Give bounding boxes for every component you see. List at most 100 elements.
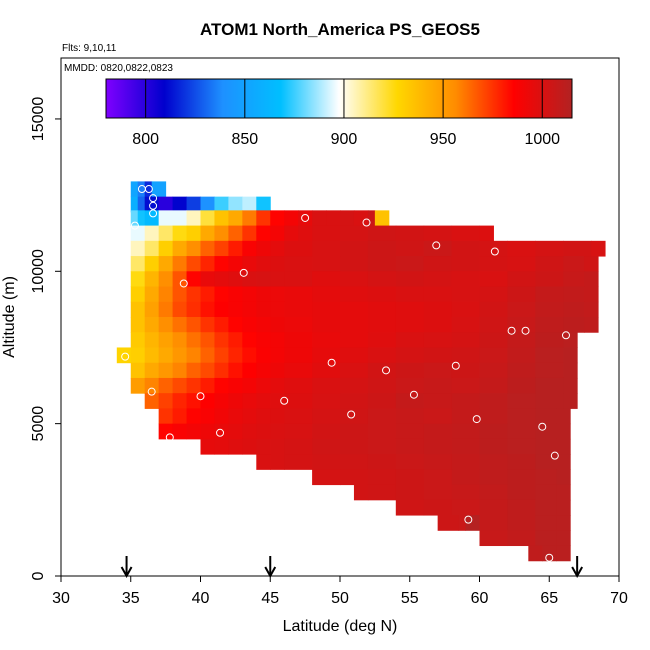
heatmap-cell [312,317,341,333]
heatmap-cell [507,286,536,303]
heatmap-cell [535,530,557,547]
heatmap-cell [186,256,201,272]
heatmap-cell [507,377,536,394]
heatmap-cell [242,317,257,333]
observation-point [147,387,156,396]
heatmap-cell [158,210,188,227]
heatmap-cell [186,196,201,213]
heatmap-cell [200,362,215,379]
heatmap-cell [340,317,369,333]
heatmap-cell [172,362,188,379]
heatmap-cell [186,225,201,242]
heatmap-cell [214,438,229,455]
x-tick-label: 35 [122,590,140,607]
heatmap-cell [158,408,174,425]
heatmap-cell [367,484,397,501]
heatmap-cell [228,393,243,409]
heatmap-cell [479,317,508,333]
heatmap-cell [228,362,243,379]
observation-point [144,185,153,194]
heatmap-cell [172,423,188,440]
heatmap-cell [507,469,536,486]
heatmap-cell [256,317,271,333]
heatmap-cell [256,332,271,348]
heatmap-cell [528,545,543,562]
heatmap-cell [214,377,229,394]
heatmap-cell [340,332,369,348]
heatmap-cell [395,225,425,242]
heatmap-cell [451,225,480,242]
heatmap-cell [256,301,271,318]
heatmap-cell [228,347,243,364]
heatmap-cell [563,393,578,409]
heatmap-cell [451,347,480,364]
heatmap-cell [172,240,188,257]
arrow-head-icon [571,566,584,579]
heatmap-cell [228,423,243,440]
heatmap-cell [563,301,585,318]
colorbar-tick-label: 900 [331,131,358,148]
heatmap-cell [312,454,341,470]
heatmap-cell [186,210,201,227]
heatmap-cell [228,377,243,394]
heatmap-cell [172,393,188,409]
y-axis-label: Altitude (m) [1,276,18,358]
heatmap-cell [298,225,313,242]
heatmap-cell [130,332,146,348]
heatmap-cell [312,225,341,242]
heatmap-cell [535,454,557,470]
heatmap-cell [158,393,174,409]
heatmap-cell [200,301,215,318]
heatmap-cell [395,362,425,379]
heatmap-cell [242,286,257,303]
heatmap-cell [584,301,599,318]
heatmap-cell [479,423,508,440]
heatmap-cell [340,210,355,227]
heatmap-cell [479,469,508,486]
heatmap-cell [144,256,160,272]
heatmap-cell [479,499,508,516]
heatmap-cell [507,438,536,455]
heatmap-cell [270,454,285,470]
heatmap-cell [158,377,174,394]
heatmap-cell [556,530,571,547]
heatmap-cell [144,393,160,409]
heatmap-cell [214,332,229,348]
heatmap-cell [158,317,174,333]
observation-point [409,390,418,399]
heatmap-cell [367,317,397,333]
heatmap-cell [556,499,571,516]
heatmap-cell [479,530,508,547]
heatmap-cell [507,484,536,501]
heatmap-cell [340,286,369,303]
heatmap-cell [298,210,313,227]
heatmap-cell [158,347,174,364]
heatmap-cell [535,286,564,303]
observation-point [507,326,516,335]
x-tick-label: 55 [401,590,419,607]
heatmap-cell [479,438,508,455]
heatmap-cell [591,240,606,257]
heatmap-cell [584,286,599,303]
heatmap-cell [479,240,508,257]
heatmap-cell [284,301,313,318]
heatmap-cell [312,408,341,425]
heatmap-cell [214,271,229,288]
heatmap-cell [535,423,557,440]
x-tick-label: 65 [540,590,558,607]
heatmap-cell [535,240,564,257]
heatmap-cell [270,377,285,394]
heatmap-cell [556,408,571,425]
x-tick-label: 70 [610,590,628,607]
heatmap-cell [284,408,313,425]
heatmap-cell [367,377,397,394]
heatmap-cell [367,271,397,288]
colorbar-tick-label: 950 [430,131,457,148]
heatmap-cell [479,301,508,318]
heatmap-cell [507,347,536,364]
heatmap-cell [507,240,536,257]
heatmap-cells [116,181,606,562]
heatmap-cell [214,196,229,213]
y-tick-label: 10000 [30,249,47,294]
y-tick-label: 5000 [30,406,47,442]
